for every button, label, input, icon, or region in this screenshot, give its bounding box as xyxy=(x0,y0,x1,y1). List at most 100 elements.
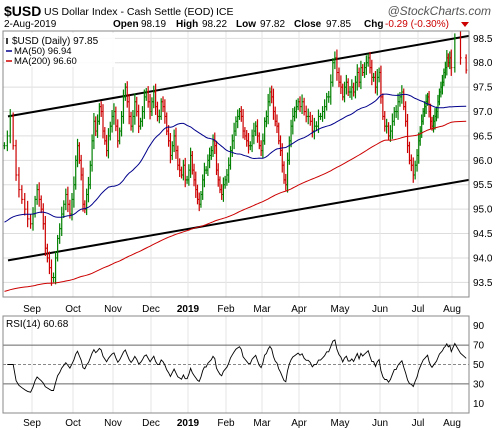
ohlc-bar xyxy=(66,186,70,213)
ohlc-bar xyxy=(365,55,368,75)
rsi-x-tick: Jun xyxy=(372,418,388,429)
ohlc-bar xyxy=(85,188,88,216)
ohlc-bar xyxy=(345,74,348,95)
ohlc-bar xyxy=(145,88,148,101)
legend-ma200-label: MA(200) 96.60 xyxy=(14,56,77,67)
price-x-tick: Feb xyxy=(217,304,235,315)
ohlc-bar xyxy=(311,114,314,138)
ohlc-bar xyxy=(54,251,57,285)
legend-ma50-label: MA(50) 96.94 xyxy=(14,46,72,57)
ohlc-bar xyxy=(361,64,364,77)
rsi-panel-frame xyxy=(2,315,470,414)
ohlc-bar xyxy=(76,138,79,168)
price-x-tick: Oct xyxy=(65,304,81,315)
ohlc-bar xyxy=(40,195,43,214)
ohlc-bar xyxy=(20,185,24,204)
ohlc-bar xyxy=(23,192,26,216)
ohlc-bar xyxy=(6,130,9,152)
ohlc-bar xyxy=(3,142,6,150)
ohlc-bar xyxy=(252,122,256,145)
rsi-y-tick: 90 xyxy=(473,321,485,332)
ohlc-bar xyxy=(447,53,450,68)
ohlc-bar xyxy=(152,85,155,109)
ohlc-bar xyxy=(421,108,425,125)
ohlc-bar xyxy=(270,85,273,104)
ohlc-bar xyxy=(217,163,220,187)
ohlc-bar xyxy=(376,69,379,96)
rsi-x-tick: Mar xyxy=(253,418,271,429)
rsi-y-axis: 10 30 50 70 90 xyxy=(473,321,485,410)
ohlc-open-label: Open xyxy=(113,19,139,30)
rsi-x-tick: Nov xyxy=(104,418,122,429)
ohlc-bar xyxy=(105,134,108,157)
ohlc-bar xyxy=(241,109,245,139)
price-y-tick: 96.5 xyxy=(473,131,493,142)
ohlc-bar xyxy=(101,104,105,139)
ohlc-bar xyxy=(293,106,296,122)
ohlc-close-label: Close xyxy=(294,19,322,30)
ohlc-bar xyxy=(171,141,174,160)
ohlc-bar xyxy=(220,184,223,200)
ohlc-bar xyxy=(289,119,293,148)
ohlc-bar xyxy=(448,51,451,70)
ohlc-bar xyxy=(383,110,386,132)
ohlc-bar xyxy=(169,132,172,164)
ohlc-bar xyxy=(139,117,142,130)
ohlc-bar xyxy=(256,119,259,143)
ohlc-bar xyxy=(198,192,201,212)
ohlc-bar xyxy=(33,195,37,218)
ohlc-bar xyxy=(240,106,243,122)
ohlc-bar xyxy=(109,121,112,141)
chart-exchange: ICE xyxy=(216,6,234,18)
ohlc-bar xyxy=(199,190,203,208)
legend-item-ma200: MA(200) 96.60 xyxy=(6,56,77,67)
price-grid xyxy=(3,31,469,297)
ohlc-bar xyxy=(229,146,232,170)
ohlc-bar xyxy=(327,90,330,103)
ohlc-bar xyxy=(137,104,140,134)
ohlc-bar xyxy=(191,150,194,175)
ohlc-open-value: 98.19 xyxy=(141,19,166,30)
ohlc-bar xyxy=(129,111,133,131)
ohlc-bar xyxy=(127,93,131,125)
ohlc-bar xyxy=(238,108,241,120)
ohlc-bar xyxy=(323,99,326,119)
price-panel: 93.5 94.0 94.5 95.0 95.5 96.0 96.5 97.0 97.5 98.0… xyxy=(2,30,493,315)
ohlc-bar xyxy=(450,49,453,76)
ohlc-bar xyxy=(307,108,310,125)
rsi-y-tick: 10 xyxy=(473,399,485,410)
rsi-x-tick: 2019 xyxy=(177,418,200,429)
ohlc-bar xyxy=(99,101,103,117)
ohlc-bar xyxy=(245,130,248,147)
ohlc-bar xyxy=(210,146,213,160)
ohlc-bar xyxy=(366,53,370,67)
rsi-x-tick: May xyxy=(331,418,350,429)
price-y-axis: 93.5 94.0 94.5 95.0 95.5 96.0 96.5 97.0 97.5 98.0… xyxy=(473,34,493,289)
price-y-tick: 98.0 xyxy=(473,58,493,69)
ohlc-bar xyxy=(17,167,21,198)
ohlc-bar xyxy=(120,110,123,137)
ohlc-bar xyxy=(94,116,97,137)
rsi-x-tick: Apr xyxy=(291,418,307,429)
ohlc-bar xyxy=(174,127,178,159)
ohlc-bar xyxy=(356,64,359,91)
ohlc-bar xyxy=(302,97,306,116)
ohlc-bar xyxy=(442,68,446,87)
price-y-tick: 93.5 xyxy=(473,278,493,289)
ohlc-bar xyxy=(50,259,53,286)
ma200-line xyxy=(4,120,467,292)
ohlc-bar xyxy=(135,96,138,117)
rsi-grid xyxy=(3,316,469,413)
ohlc-bar xyxy=(279,135,282,157)
ohlc-bar xyxy=(203,162,206,188)
ohlc-chg-label: Chg xyxy=(364,19,383,30)
ohlc-bar xyxy=(107,128,110,159)
trendline xyxy=(7,34,470,118)
ohlc-bar xyxy=(176,145,180,171)
price-x-tick: Sep xyxy=(23,304,41,315)
ohlc-bar xyxy=(182,159,185,181)
ohlc-bar xyxy=(146,86,150,108)
rsi-x-tick: Jul xyxy=(412,418,425,429)
price-x-axis: Sep Oct Nov Dec 2019 Feb Mar Apr May Jun Jul Aug xyxy=(23,304,461,315)
